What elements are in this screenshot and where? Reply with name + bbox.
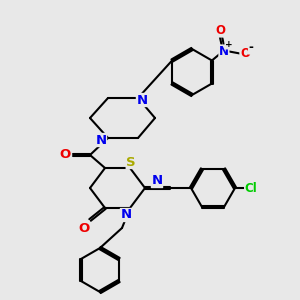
Text: -: - [248, 41, 253, 54]
Text: N: N [120, 208, 132, 221]
Text: O: O [240, 47, 250, 60]
Text: +: + [225, 40, 233, 49]
Text: O: O [59, 148, 70, 161]
Text: O: O [78, 221, 90, 235]
Text: N: N [219, 45, 229, 58]
Text: N: N [136, 94, 148, 106]
Text: N: N [95, 134, 106, 146]
Text: S: S [126, 155, 136, 169]
Text: N: N [152, 175, 163, 188]
Text: O: O [215, 24, 225, 37]
Text: Cl: Cl [244, 182, 257, 194]
